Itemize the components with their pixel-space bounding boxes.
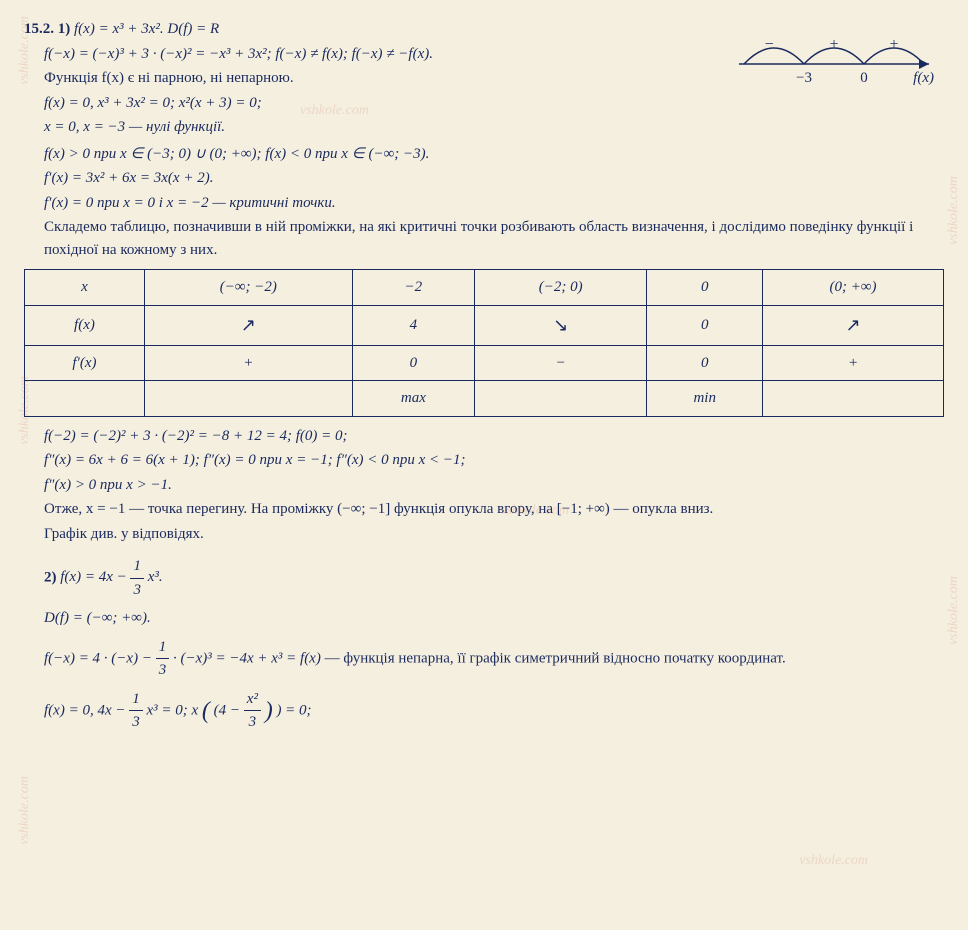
part2-zeros: f(x) = 0, 4x − 13 x³ = 0; x ( (4 − x²3 )… bbox=[24, 688, 944, 734]
table-cell: (−2; 0) bbox=[475, 270, 647, 306]
part2-fneg-mid: · (−x)³ = −4x + x³ = f(x) bbox=[173, 650, 321, 666]
sign-point-0: 0 bbox=[860, 70, 868, 86]
part2-fn-prefix: f(x) = 4x − bbox=[60, 569, 130, 585]
f-values: f(−2) = (−2)² + 3 · (−2)² = −8 + 12 = 4;… bbox=[24, 425, 944, 448]
part2-domain: D(f) = (−∞; +∞). bbox=[24, 607, 944, 630]
part2-zeros-paren-open: (4 − bbox=[214, 702, 244, 718]
table-cell: 0 bbox=[647, 345, 763, 381]
analysis-table: x (−∞; −2) −2 (−2; 0) 0 (0; +∞) f(x) 4 0… bbox=[24, 269, 944, 417]
sign-plus-2: + bbox=[889, 36, 898, 53]
fraction-1-3: 13 bbox=[130, 555, 144, 601]
sign-axis-label: f(x) bbox=[913, 70, 934, 86]
watermark: vshkole.com bbox=[14, 776, 35, 845]
sign-intervals: f(x) > 0 при x ∈ (−3; 0) ∪ (0; +∞); f(x)… bbox=[24, 143, 944, 166]
sign-minus: − bbox=[764, 36, 775, 53]
table-cell: −2 bbox=[352, 270, 474, 306]
table-cell: + bbox=[763, 345, 944, 381]
part2-fneg-suffix: — функція непарна, її графік симетричний… bbox=[325, 650, 786, 666]
table-row-extrema: max min bbox=[25, 381, 944, 417]
table-row-fprime: f′(x) + 0 − 0 + bbox=[25, 345, 944, 381]
sign-diagram: − + + −3 0 f(x) bbox=[734, 24, 944, 102]
part2-zeros-mid: x³ = 0; x bbox=[146, 702, 198, 718]
table-intro: Складемо таблицю, позначивши в ній промі… bbox=[24, 216, 944, 261]
table-row-label: f(x) bbox=[25, 305, 145, 345]
second-derivative: f″(x) = 6x + 6 = 6(x + 1); f″(x) = 0 при… bbox=[24, 449, 944, 472]
part2-definition: 2) f(x) = 4x − 13 x³. bbox=[24, 555, 944, 601]
table-cell: + bbox=[144, 345, 352, 381]
derivative: f′(x) = 3x² + 6x = 3x(x + 2). bbox=[24, 167, 944, 190]
table-row-fx: f(x) 4 0 bbox=[25, 305, 944, 345]
watermark: vshkole.com bbox=[943, 576, 964, 645]
part2-label: 2) bbox=[44, 569, 57, 585]
table-cell: 4 bbox=[352, 305, 474, 345]
part2-zeros-prefix: f(x) = 0, 4x − bbox=[44, 702, 129, 718]
table-cell: max bbox=[352, 381, 474, 417]
sign-point-neg3: −3 bbox=[796, 70, 812, 86]
fraction-x2-3: x²3 bbox=[244, 688, 261, 734]
arrow-up-icon bbox=[241, 319, 256, 335]
table-cell bbox=[144, 305, 352, 345]
zeros-roots: x = 0, x = −3 — нулі функції. bbox=[24, 116, 714, 139]
table-cell bbox=[475, 381, 647, 417]
function-definition: f(x) = x³ + 3x². D(f) = R bbox=[74, 21, 219, 37]
arrow-up-icon bbox=[845, 319, 860, 335]
problem-header-row: 15.2. 1) f(x) = x³ + 3x². D(f) = R f(−x)… bbox=[24, 16, 944, 141]
critical-points: f′(x) = 0 при x = 0 і x = −2 — критичні … bbox=[24, 192, 944, 215]
table-cell: 0 bbox=[647, 305, 763, 345]
f-neg-x: f(−x) = (−x)³ + 3 · (−x)² = −x³ + 3x²; f… bbox=[24, 43, 714, 66]
part2-fneg: f(−x) = 4 · (−x) − 13 · (−x)³ = −4x + x³… bbox=[24, 636, 944, 682]
graph-reference: Графік див. у відповідях. bbox=[24, 523, 944, 546]
part2-fneg-prefix: f(−x) = 4 · (−x) − bbox=[44, 650, 156, 666]
table-cell: (0; +∞) bbox=[763, 270, 944, 306]
zeros-equation: f(x) = 0, x³ + 3x² = 0; x²(x + 3) = 0; bbox=[24, 92, 714, 115]
inflection-statement: Отже, x = −1 — точка перегину. На проміж… bbox=[24, 498, 944, 521]
watermark: vshkole.com bbox=[943, 176, 964, 245]
table-row-label: f′(x) bbox=[25, 345, 145, 381]
problem-line-1: 15.2. 1) f(x) = x³ + 3x². D(f) = R bbox=[24, 18, 714, 41]
table-cell: (−∞; −2) bbox=[144, 270, 352, 306]
table-cell: min bbox=[647, 381, 763, 417]
second-derivative-2: f″(x) > 0 при x > −1. bbox=[24, 474, 944, 497]
fraction-1-3: 13 bbox=[129, 688, 143, 734]
table-cell: 0 bbox=[647, 270, 763, 306]
table-cell bbox=[144, 381, 352, 417]
table-cell: − bbox=[475, 345, 647, 381]
table-cell bbox=[763, 305, 944, 345]
table-cell bbox=[763, 381, 944, 417]
table-cell bbox=[475, 305, 647, 345]
table-cell: 0 bbox=[352, 345, 474, 381]
sign-plus-1: + bbox=[829, 36, 838, 53]
parity-statement: Функція f(x) є ні парною, ні непарною. bbox=[24, 67, 714, 90]
fraction-1-3: 13 bbox=[156, 636, 170, 682]
table-header-x: x bbox=[25, 270, 145, 306]
part2-fn-suffix: x³. bbox=[148, 569, 163, 585]
table-row-x: x (−∞; −2) −2 (−2; 0) 0 (0; +∞) bbox=[25, 270, 944, 306]
table-cell bbox=[25, 381, 145, 417]
part1-label: 1) bbox=[58, 21, 71, 37]
watermark: vshkole.com bbox=[799, 850, 868, 871]
arrow-down-icon bbox=[553, 319, 568, 335]
problem-number: 15.2. bbox=[24, 21, 54, 37]
part2-zeros-paren-close: ) = 0; bbox=[276, 702, 311, 718]
